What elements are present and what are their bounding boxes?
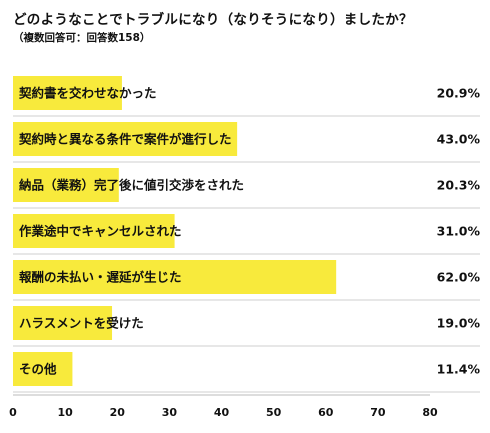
- bar: [13, 306, 113, 340]
- bar-category-label: その他: [19, 362, 57, 377]
- bar: [13, 168, 119, 202]
- bar-category-label: 契約時と異なる条件で案件が進行した: [18, 132, 232, 147]
- chart-title: どのようなことでトラブルになり（なりそうになり）ましたか？: [13, 12, 413, 28]
- bar-value-label: 62.0%: [437, 270, 481, 285]
- x-tick-label: 40: [214, 406, 230, 419]
- x-tick-label: 0: [9, 406, 17, 419]
- bar-category-label: 作業途中でキャンセルされた: [19, 224, 182, 239]
- x-tick-label: 70: [370, 406, 386, 419]
- bar-value-label: 20.3%: [437, 178, 481, 193]
- chart-subtitle: （複数回答可：回答数158）: [13, 32, 151, 44]
- bar: [13, 352, 73, 386]
- bar: [13, 260, 337, 294]
- x-tick-label: 10: [57, 406, 73, 419]
- bar-category-label: 報酬の未払い・遅延が生じた: [19, 270, 182, 285]
- bar: [13, 76, 122, 110]
- x-tick-label: 30: [162, 406, 178, 419]
- bar-value-label: 20.9%: [437, 86, 481, 101]
- bar-category-label: 納品（業務）完了後に値引交渉をされた: [19, 178, 244, 193]
- x-tick-label: 80: [422, 406, 438, 419]
- x-tick-label: 20: [110, 406, 126, 419]
- x-tick-label: 50: [266, 406, 282, 419]
- bar-category-label: 契約書を交わせなかった: [18, 86, 157, 101]
- bar: [13, 122, 238, 156]
- bar-value-label: 19.0%: [437, 316, 481, 331]
- bar: [13, 214, 175, 248]
- bar-value-label: 43.0%: [437, 132, 481, 147]
- x-tick-label: 60: [318, 406, 334, 419]
- bar-value-label: 11.4%: [437, 362, 481, 377]
- bar-value-label: 31.0%: [437, 224, 481, 239]
- bar-category-label: ハラスメントを受けた: [19, 316, 144, 331]
